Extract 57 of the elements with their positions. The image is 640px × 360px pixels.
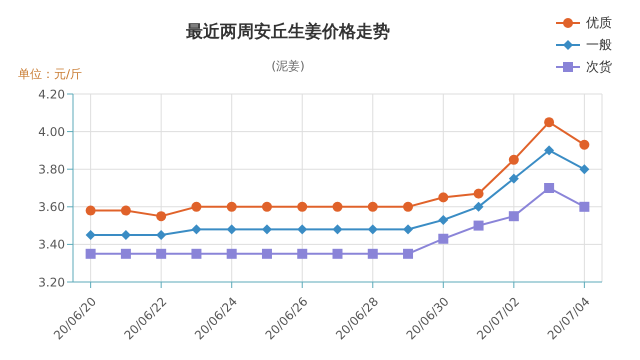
point <box>226 202 237 212</box>
y-tick-label: 3.80 <box>38 162 65 176</box>
point <box>156 248 166 259</box>
point <box>226 248 237 259</box>
y-tick-label: 4.00 <box>38 124 65 139</box>
point <box>544 183 554 193</box>
point <box>544 145 554 156</box>
point <box>156 211 166 222</box>
chart-subtitle: (泥姜) <box>271 59 305 73</box>
point <box>438 192 448 202</box>
point <box>262 202 272 212</box>
y-tick-label: 3.20 <box>38 275 65 290</box>
point <box>297 202 308 212</box>
point <box>544 117 554 128</box>
point <box>438 214 448 225</box>
point <box>332 202 342 212</box>
point <box>297 224 308 234</box>
point <box>156 230 166 240</box>
point <box>297 248 308 259</box>
point <box>579 140 590 150</box>
point <box>191 224 202 234</box>
point <box>332 248 342 259</box>
point <box>508 154 519 165</box>
y-axis-title: 单位：元/斤 <box>18 66 82 83</box>
point <box>579 164 590 174</box>
point <box>403 202 414 212</box>
legend-label: 一般 <box>586 37 612 54</box>
point <box>508 211 519 222</box>
point <box>368 248 378 259</box>
legend-label: 次货 <box>586 59 612 76</box>
point <box>86 206 96 216</box>
chart-title: 最近两周安丘生姜价格走势 <box>185 20 391 43</box>
point <box>262 224 272 234</box>
point <box>262 248 272 259</box>
point <box>86 230 96 240</box>
point <box>474 220 484 231</box>
point <box>120 230 131 240</box>
y-tick-label: 4.20 <box>38 87 65 102</box>
point <box>474 202 484 212</box>
y-tick-label: 3.40 <box>38 238 65 252</box>
point <box>474 188 484 199</box>
y-tick-label: 3.60 <box>38 200 65 214</box>
point <box>579 202 590 212</box>
point <box>191 202 202 212</box>
point <box>120 206 131 216</box>
point <box>508 174 519 184</box>
point <box>120 248 131 259</box>
point <box>226 224 237 234</box>
point <box>332 224 342 234</box>
point <box>368 224 378 234</box>
point <box>191 248 202 259</box>
point <box>438 234 448 244</box>
point <box>403 248 414 259</box>
legend-label: 优质 <box>586 15 612 32</box>
point <box>368 202 378 212</box>
point <box>86 248 96 259</box>
point <box>403 224 414 234</box>
